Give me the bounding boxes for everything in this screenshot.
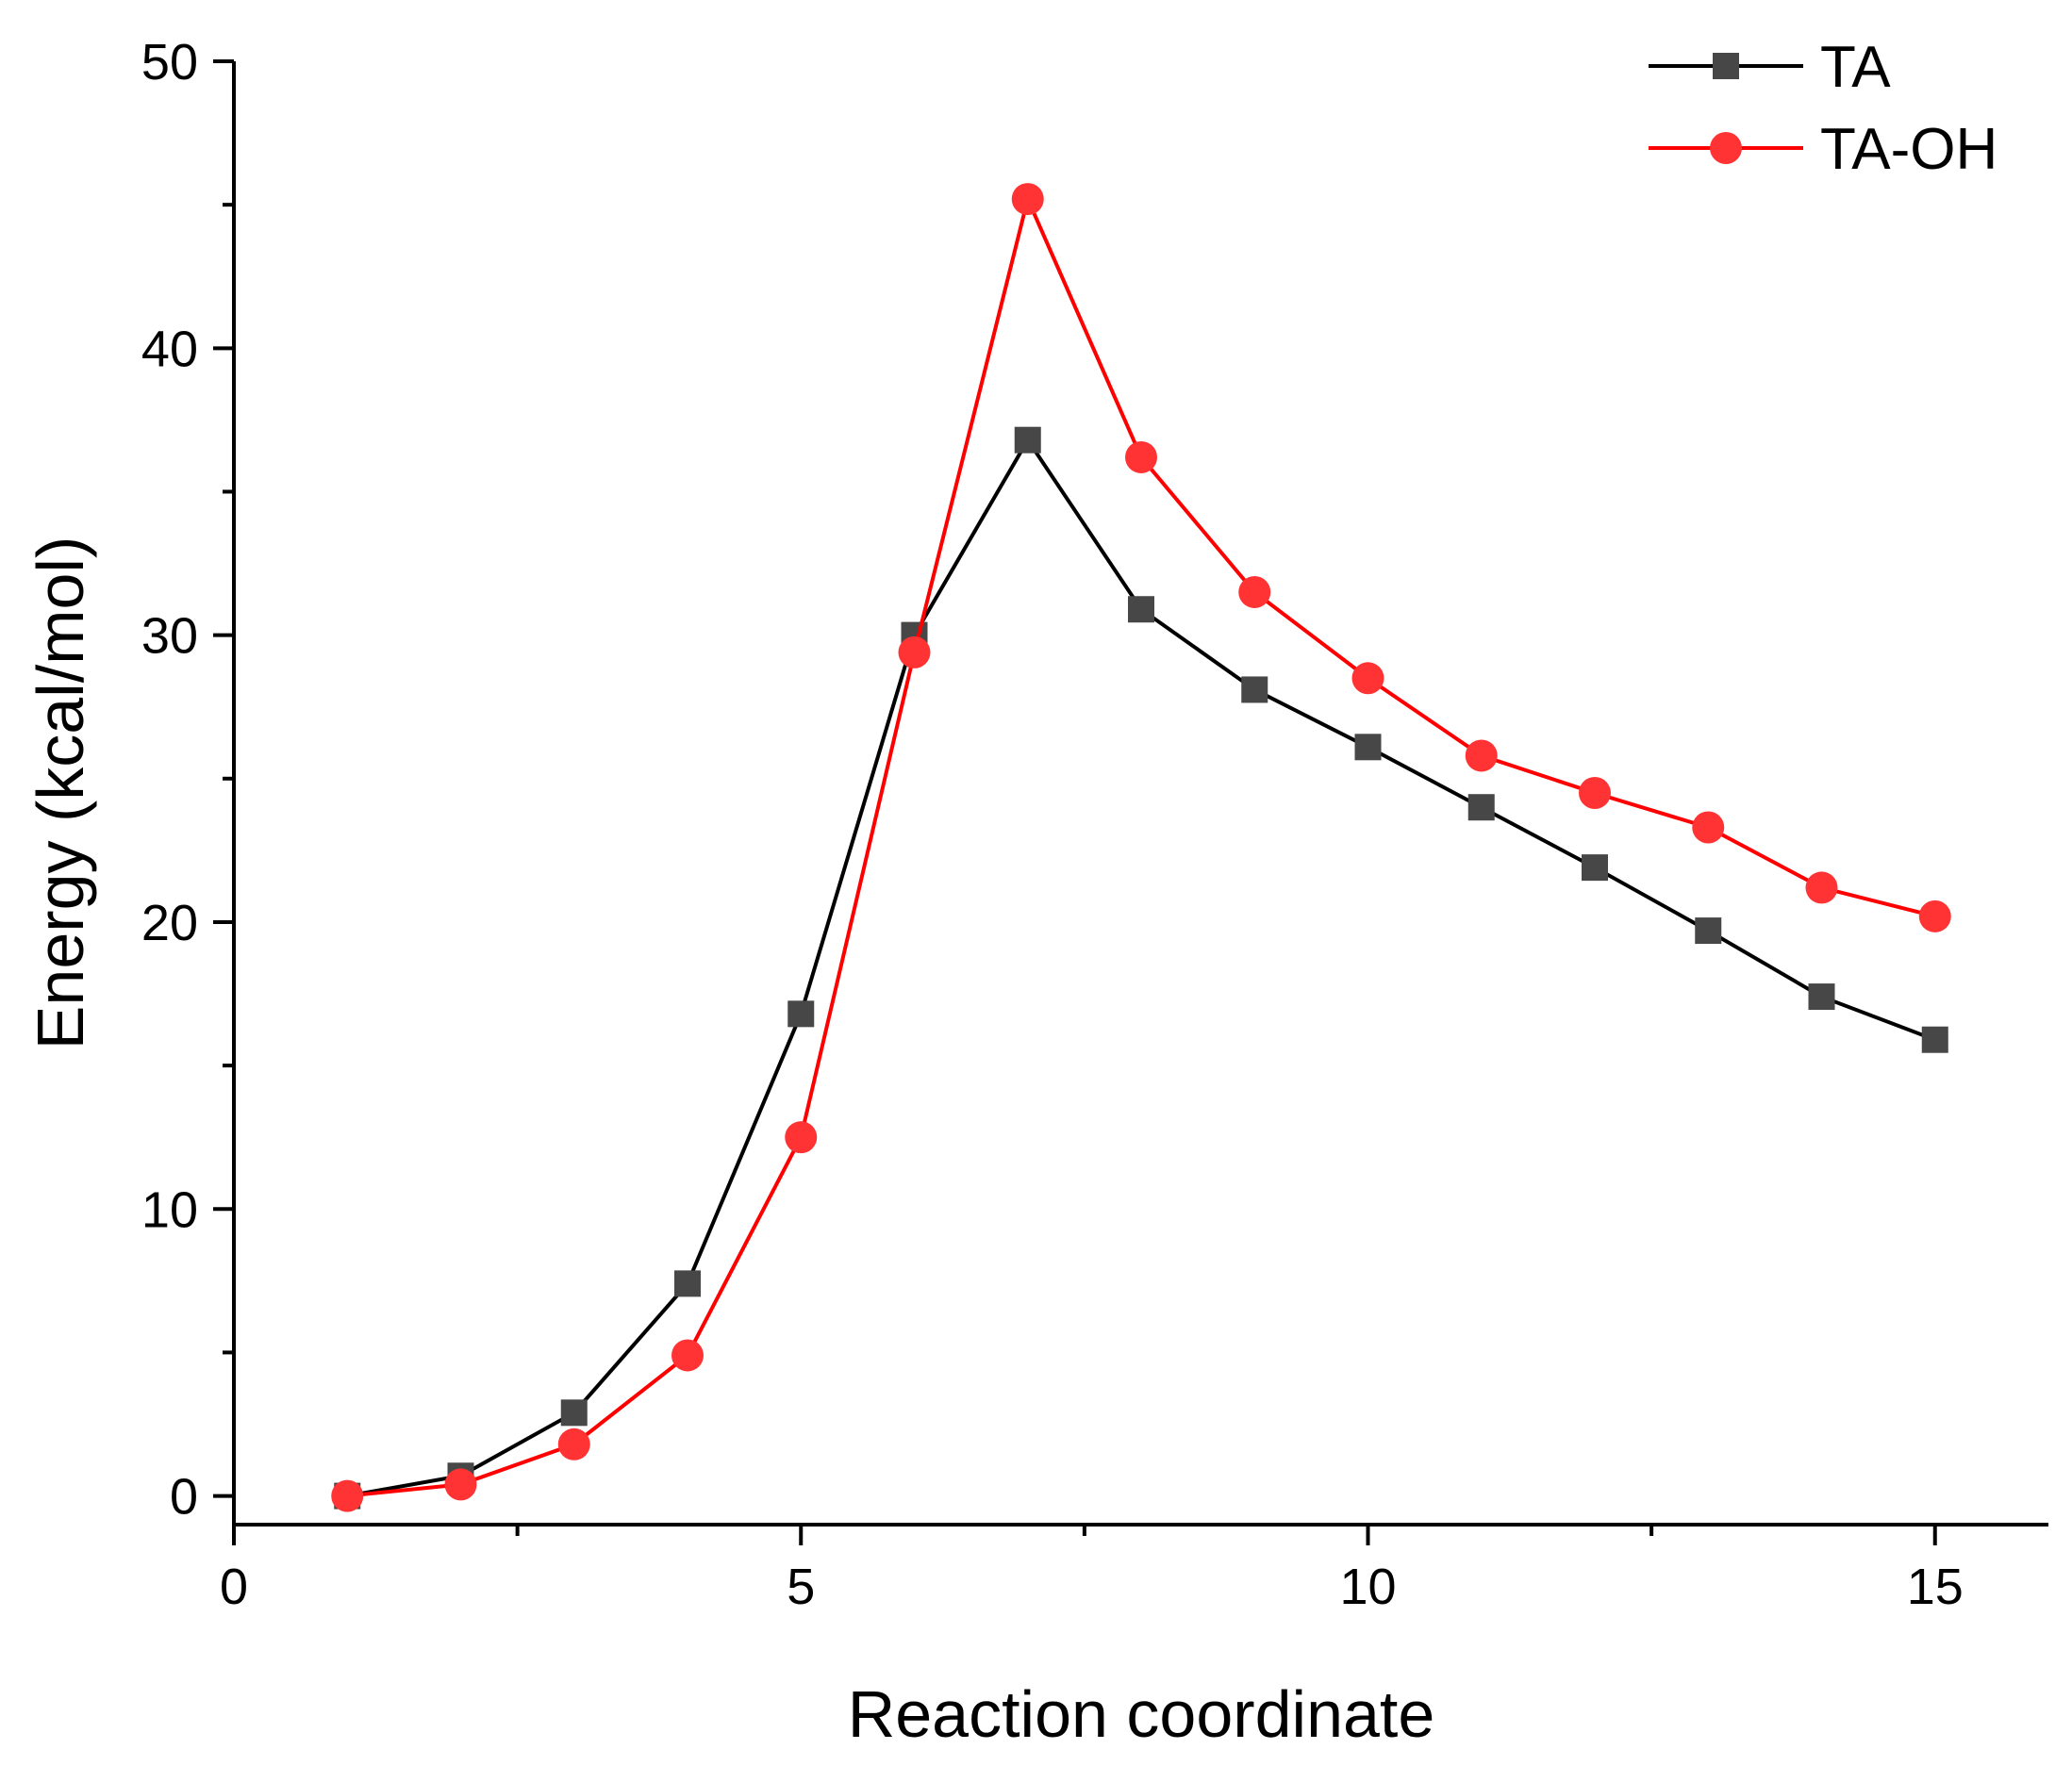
legend-label: TA — [1820, 35, 1891, 100]
y-tick-label: 50 — [141, 34, 198, 91]
legend: TA TA-OH — [1649, 35, 1997, 182]
data-point-ta-oh — [1805, 871, 1838, 904]
legend-marker — [1713, 53, 1739, 79]
legend-item-ta: TA — [1649, 35, 1891, 100]
data-point-ta — [1582, 854, 1608, 882]
y-tick-label: 10 — [141, 1181, 198, 1238]
data-point-ta — [1695, 917, 1722, 945]
axes: 0 5 10 15 0 10 20 30 40 50 — [141, 34, 2048, 1615]
series-ta-oh — [331, 183, 1951, 1512]
data-point-ta — [674, 1270, 701, 1297]
series-line-ta-oh — [347, 192, 1936, 1498]
data-point-ta — [1921, 1026, 1948, 1053]
legend-marker — [1710, 132, 1742, 164]
data-point-ta-oh — [1918, 900, 1951, 933]
data-point-ta-oh — [444, 1468, 477, 1501]
x-axis-title: Reaction coordinate — [848, 1677, 1435, 1751]
legend-label: TA-OH — [1820, 117, 1997, 182]
data-point-ta-oh — [1692, 811, 1725, 844]
data-point-ta-oh — [1125, 440, 1157, 473]
data-point-ta-oh — [1579, 777, 1611, 809]
data-point-ta — [560, 1399, 588, 1427]
y-tick-label: 30 — [141, 608, 198, 665]
data-point-ta-oh — [898, 635, 931, 668]
data-point-ta — [1354, 734, 1382, 761]
data-point-ta-oh — [1351, 662, 1384, 695]
data-point-ta — [1808, 983, 1835, 1011]
data-point-ta-oh — [785, 1121, 818, 1154]
data-point-ta-oh — [1238, 575, 1271, 608]
x-tick-label: 5 — [787, 1559, 815, 1615]
y-tick-label: 20 — [141, 895, 198, 951]
y-tick-label: 0 — [170, 1469, 198, 1526]
data-point-ta — [1014, 426, 1041, 454]
data-point-ta — [1467, 794, 1495, 821]
data-point-ta — [1241, 676, 1268, 703]
data-point-ta-oh — [557, 1428, 590, 1461]
legend-item-ta-oh: TA-OH — [1649, 117, 1997, 182]
x-tick-label: 15 — [1907, 1559, 1964, 1615]
data-point-ta — [787, 1000, 815, 1028]
y-axis-title: Energy (kcal/mol) — [24, 536, 97, 1050]
series-layer — [331, 183, 1951, 1512]
data-point-ta-oh — [1011, 183, 1044, 216]
data-point-ta-oh — [1465, 739, 1498, 772]
series-ta — [334, 426, 1948, 1510]
y-tick-label: 40 — [141, 321, 198, 377]
x-tick-label: 10 — [1339, 1559, 1396, 1615]
data-point-ta-oh — [331, 1479, 364, 1512]
x-tick-label: 0 — [220, 1559, 248, 1615]
data-point-ta-oh — [671, 1339, 704, 1372]
data-point-ta — [1128, 596, 1154, 623]
